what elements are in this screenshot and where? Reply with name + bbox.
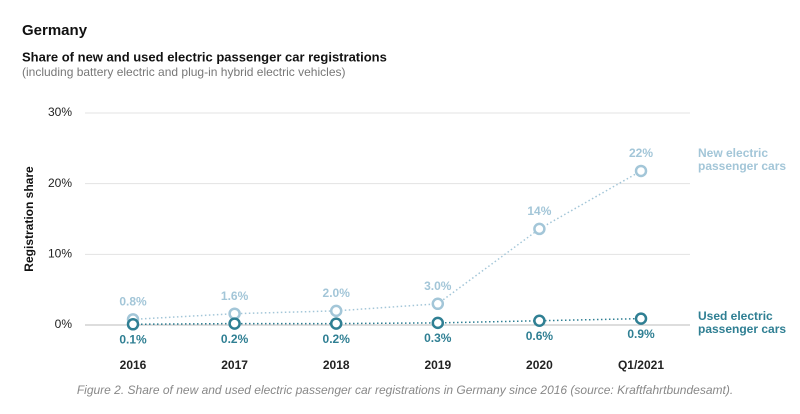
x-tick-label: 2019 xyxy=(424,358,451,372)
y-tick-label: 0% xyxy=(55,317,73,331)
point xyxy=(431,297,445,311)
y-axis-label: Registration share xyxy=(22,166,36,272)
point xyxy=(431,316,445,330)
data-label: 0.3% xyxy=(424,331,452,345)
caption: Figure 2. Share of new and used electric… xyxy=(77,383,733,397)
title: Germany xyxy=(22,22,88,39)
data-label: 0.2% xyxy=(323,332,351,346)
data-label: 0.1% xyxy=(119,332,147,346)
legend-entry: New electric passenger cars xyxy=(698,146,787,173)
series-line xyxy=(132,317,642,326)
point xyxy=(533,314,546,328)
data-label: 0.8% xyxy=(119,295,147,309)
x-tick-label: 2016 xyxy=(120,358,147,372)
point xyxy=(228,317,241,330)
data-label: 0.9% xyxy=(627,327,655,341)
x-tick-label: 2020 xyxy=(526,358,553,372)
y-tick-label: 10% xyxy=(48,247,72,261)
point xyxy=(126,318,140,331)
x-tick-label: 2018 xyxy=(323,358,350,372)
y-tick-label: 20% xyxy=(48,176,72,190)
note: (including battery electric and plug-in … xyxy=(22,65,345,79)
y-tick-label: 30% xyxy=(48,105,72,119)
point xyxy=(228,307,241,320)
data-label: 0.6% xyxy=(526,329,554,343)
x-tick-label: 2017 xyxy=(221,358,248,372)
x-tick-label: Q1/2021 xyxy=(618,358,664,372)
subtitle: Share of new and used electric passenger… xyxy=(22,49,387,64)
point xyxy=(533,222,546,236)
series-line xyxy=(132,170,642,321)
point xyxy=(329,317,343,330)
data-label: 3.0% xyxy=(424,279,452,293)
data-label: 2.0% xyxy=(323,286,351,300)
point xyxy=(634,164,648,178)
point xyxy=(329,304,343,318)
data-label: 0.2% xyxy=(221,332,249,346)
data-label: 22% xyxy=(629,146,653,160)
legend-entry: Used electric passenger cars xyxy=(698,309,787,336)
data-label: 14% xyxy=(527,204,551,218)
point xyxy=(634,312,648,325)
data-label: 1.6% xyxy=(221,289,249,303)
